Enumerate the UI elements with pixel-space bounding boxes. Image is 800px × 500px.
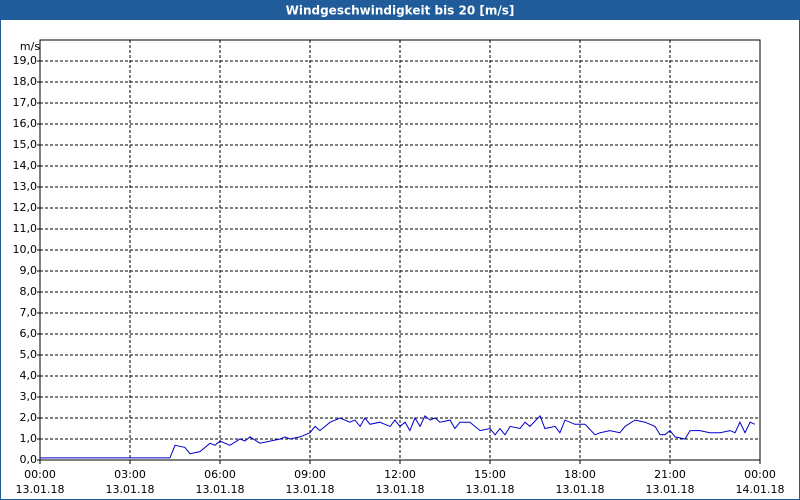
y-tick-label: 3,0	[20, 390, 38, 403]
x-tick-date: 13.01.18	[556, 483, 605, 496]
x-tick-date: 13.01.18	[466, 483, 515, 496]
y-tick-label: 8,0	[20, 285, 38, 298]
y-tick-label: 6,0	[20, 327, 38, 340]
x-tick-label: 00:00	[744, 468, 776, 481]
y-tick-label: 18,0	[13, 75, 38, 88]
x-tick-label: 12:00	[384, 468, 416, 481]
x-tick-label: 00:00	[24, 468, 56, 481]
y-tick-label: 7,0	[20, 306, 38, 319]
y-axis-label: m/s	[20, 40, 40, 53]
x-tick-label: 15:00	[474, 468, 506, 481]
y-tick-label: 19,0	[13, 54, 38, 67]
x-tick-date: 14.01.18	[736, 483, 785, 496]
y-tick-label: 4,0	[20, 369, 38, 382]
y-tick-label: 0,0	[20, 453, 38, 466]
y-tick-label: 17,0	[13, 96, 38, 109]
x-tick-date: 13.01.18	[646, 483, 695, 496]
x-tick-date: 13.01.18	[16, 483, 65, 496]
x-tick-date: 13.01.18	[106, 483, 155, 496]
y-tick-label: 13,0	[13, 180, 38, 193]
chart-title: Windgeschwindigkeit bis 20 [m/s]	[286, 4, 515, 18]
x-tick-date: 13.01.18	[376, 483, 425, 496]
y-tick-label: 16,0	[13, 117, 38, 130]
y-tick-label: 15,0	[13, 138, 38, 151]
y-tick-label: 11,0	[13, 222, 38, 235]
x-tick-label: 03:00	[114, 468, 146, 481]
x-tick-date: 13.01.18	[286, 483, 335, 496]
y-tick-label: 10,0	[13, 243, 38, 256]
y-tick-label: 12,0	[13, 201, 38, 214]
x-tick-label: 09:00	[294, 468, 326, 481]
y-tick-label: 1,0	[20, 432, 38, 445]
x-tick-label: 18:00	[564, 468, 596, 481]
data-line	[40, 414, 756, 459]
y-tick-label: 2,0	[20, 411, 38, 424]
x-tick-label: 06:00	[204, 468, 236, 481]
title-bar	[0, 0, 800, 20]
y-tick-label: 9,0	[20, 264, 38, 277]
x-tick-label: 21:00	[654, 468, 686, 481]
y-tick-label: 5,0	[20, 348, 38, 361]
y-tick-label: 14,0	[13, 159, 38, 172]
x-tick-date: 13.01.18	[196, 483, 245, 496]
